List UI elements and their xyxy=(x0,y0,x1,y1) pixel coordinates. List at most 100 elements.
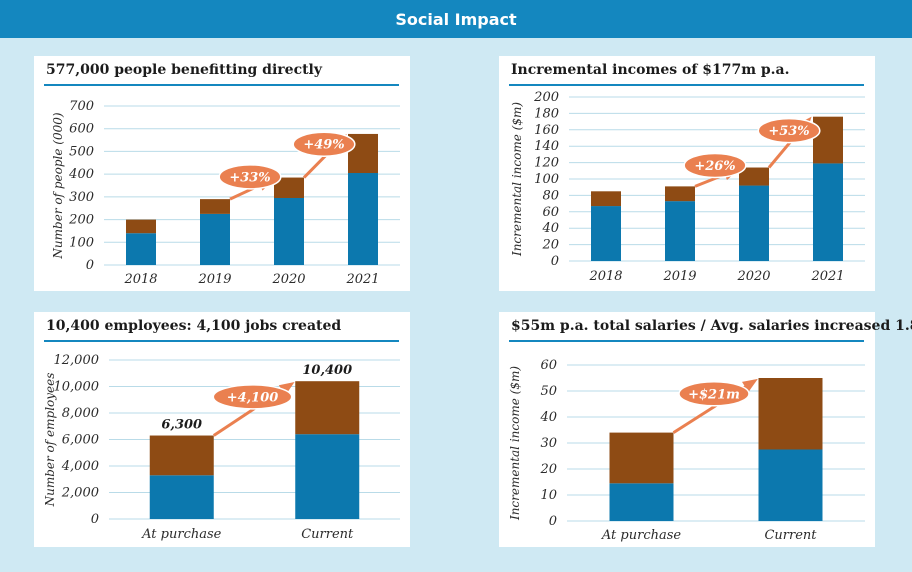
x-tick-label: 2020 xyxy=(271,272,305,287)
y-axis-label: Number of employees xyxy=(43,373,57,508)
y-tick-label: 100 xyxy=(69,235,94,250)
bar-base xyxy=(200,213,230,265)
y-tick-label: 180 xyxy=(534,106,559,121)
growth-label: +4,100 xyxy=(227,390,279,405)
bar-base xyxy=(665,201,695,261)
bar-base xyxy=(274,197,304,265)
x-tick-label: 2018 xyxy=(588,269,622,284)
y-tick-label: 40 xyxy=(539,410,557,425)
x-tick-label: 2019 xyxy=(197,272,231,287)
y-tick-label: 8,000 xyxy=(62,406,99,421)
chart-title: 577,000 people benefitting directly xyxy=(46,62,323,78)
bar-increment xyxy=(665,186,695,202)
bar-base xyxy=(295,434,360,519)
growth-arrowhead xyxy=(278,381,295,396)
title-underline xyxy=(509,340,864,342)
growth-label: +26% xyxy=(694,159,735,174)
y-tick-label: 0 xyxy=(549,514,557,529)
y-tick-label: 0 xyxy=(91,512,99,527)
bar-increment xyxy=(200,199,230,214)
page-banner: Social Impact xyxy=(0,0,912,38)
growth-badge xyxy=(212,384,293,410)
x-tick-label: 2021 xyxy=(810,269,844,284)
bar-base xyxy=(348,173,378,265)
chart-panel-salaries: $55m p.a. total salaries / Avg. salaries… xyxy=(499,312,912,547)
x-tick-label: At purchase xyxy=(141,527,222,542)
bar-base xyxy=(758,449,823,521)
title-underline xyxy=(509,84,864,86)
y-tick-label: 0 xyxy=(86,258,94,273)
growth-badge xyxy=(757,117,821,144)
y-tick-label: 80 xyxy=(542,188,559,203)
y-tick-label: 10,000 xyxy=(54,380,100,395)
y-axis-label: Number of people (000) xyxy=(51,112,65,259)
y-tick-label: 20 xyxy=(541,238,559,253)
x-tick-label: 2018 xyxy=(123,272,157,287)
y-tick-label: 300 xyxy=(69,190,94,205)
title-underline xyxy=(44,84,399,86)
growth-badge xyxy=(683,152,747,179)
y-tick-label: 40 xyxy=(541,221,559,236)
x-tick-label: Current xyxy=(764,528,817,543)
y-axis-label: Incremental income ($m) xyxy=(510,102,524,257)
bar-base xyxy=(609,483,674,521)
bar-increment xyxy=(758,378,823,450)
y-tick-label: 0 xyxy=(551,254,559,269)
y-tick-label: 500 xyxy=(69,144,94,159)
y-tick-label: 12,000 xyxy=(54,353,100,368)
x-tick-label: 2020 xyxy=(736,269,770,284)
growth-badge xyxy=(292,131,356,157)
chart-salaries: 0 10 20 30 40 50 60 Incremental income ($m) At p… xyxy=(508,358,865,543)
growth-badge xyxy=(218,164,282,190)
bar-increment xyxy=(813,116,843,164)
title-underline xyxy=(44,340,399,342)
y-tick-label: 20 xyxy=(539,462,557,477)
bar-increment xyxy=(739,167,769,186)
y-tick-label: 160 xyxy=(534,123,559,138)
y-tick-label: 140 xyxy=(534,139,559,154)
growth-label: +$21m xyxy=(688,387,740,402)
chart-panel-incomes: Incremental incomes of $177m p.a. 0 20 40 6… xyxy=(499,56,875,291)
growth-label: +49% xyxy=(303,138,344,153)
growth-label: +53% xyxy=(768,124,809,139)
y-tick-label: 100 xyxy=(534,172,559,187)
chart-employees: 0 2,000 4,000 6,000 8,000 10,000 12,000 Number … xyxy=(43,353,400,542)
growth-badge xyxy=(678,381,750,407)
y-tick-label: 400 xyxy=(68,167,94,182)
y-tick-label: 30 xyxy=(540,436,557,451)
y-tick-label: 6,000 xyxy=(62,433,99,448)
y-tick-label: 4,000 xyxy=(61,459,99,474)
chart-title: $55m p.a. total salaries / Avg. salaries… xyxy=(511,318,912,334)
bar-total-label: 6,300 xyxy=(161,418,202,433)
bar-base xyxy=(126,233,156,265)
bar-increment xyxy=(149,435,214,476)
bar-base xyxy=(591,206,621,261)
bar-increment xyxy=(126,219,156,234)
chart-people: 0 100 200 300 400 500 600 700 Number of people (… xyxy=(51,99,400,287)
y-tick-label: 200 xyxy=(68,213,94,228)
bar-base xyxy=(739,185,769,261)
y-tick-label: 600 xyxy=(69,122,94,137)
y-tick-label: 200 xyxy=(533,90,559,105)
y-tick-label: 10 xyxy=(540,488,557,503)
bar-increment xyxy=(609,432,674,484)
growth-arrowhead xyxy=(741,378,758,392)
chart-panel-employees: 10,400 employees: 4,100 jobs created 0 2,… xyxy=(34,312,410,547)
y-tick-label: 120 xyxy=(534,156,559,171)
bar-total-label: 10,400 xyxy=(302,363,352,378)
y-tick-label: 50 xyxy=(540,384,557,399)
y-tick-label: 700 xyxy=(69,99,94,114)
x-tick-label: 2021 xyxy=(345,272,379,287)
x-tick-label: At purchase xyxy=(601,528,682,543)
chart-title: 10,400 employees: 4,100 jobs created xyxy=(46,318,342,334)
chart-title: Incremental incomes of $177m p.a. xyxy=(511,62,790,78)
y-tick-label: 2,000 xyxy=(61,486,99,501)
bar-increment xyxy=(591,191,621,207)
bar-base xyxy=(149,475,214,519)
y-tick-label: 60 xyxy=(542,205,559,220)
bar-increment xyxy=(274,177,304,198)
x-tick-label: 2019 xyxy=(662,269,696,284)
bar-base xyxy=(813,163,843,261)
growth-label: +33% xyxy=(229,170,270,185)
